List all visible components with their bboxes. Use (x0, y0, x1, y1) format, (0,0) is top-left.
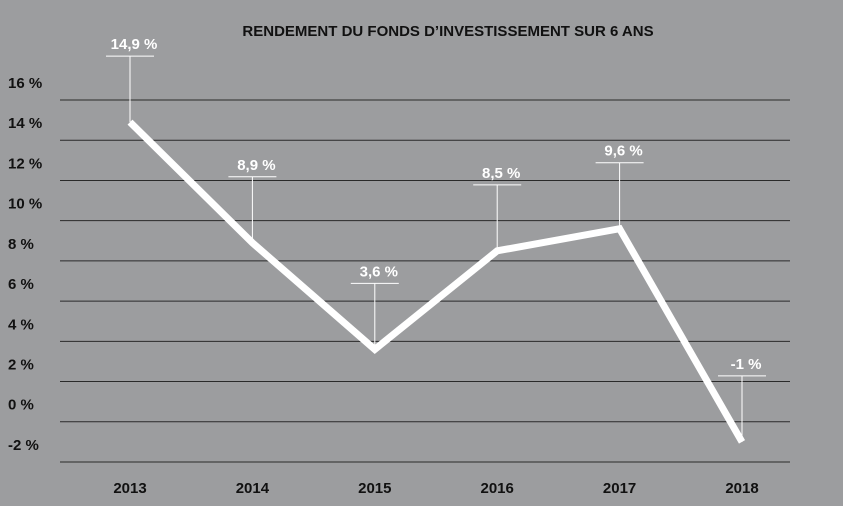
data-label: 9,6 % (604, 143, 642, 160)
data-label: -1 % (731, 356, 762, 373)
y-tick-label: 6 % (8, 276, 34, 293)
y-tick-label: 2 % (8, 357, 34, 374)
x-tick-label: 2015 (358, 480, 391, 497)
chart-title: RENDEMENT DU FONDS D’INVESTISSEMENT SUR … (242, 23, 653, 40)
y-tick-label: 4 % (8, 316, 34, 333)
x-tick-label: 2018 (725, 480, 758, 497)
y-tick-label: 12 % (8, 155, 42, 172)
x-tick-label: 2013 (113, 480, 146, 497)
y-tick-label: 14 % (8, 115, 42, 132)
data-label: 8,9 % (237, 157, 275, 174)
x-tick-label: 2017 (603, 480, 636, 497)
y-tick-label: 16 % (8, 75, 42, 92)
y-tick-label: 0 % (8, 397, 34, 414)
y-tick-label: -2 % (8, 437, 39, 454)
y-tick-label: 10 % (8, 196, 42, 213)
data-label: 14,9 % (111, 36, 158, 53)
y-tick-label: 8 % (8, 236, 34, 253)
x-tick-label: 2014 (236, 480, 270, 497)
data-label: 8,5 % (482, 165, 520, 182)
x-tick-label: 2016 (481, 480, 514, 497)
data-label: 3,6 % (360, 263, 398, 280)
line (127, 119, 746, 444)
